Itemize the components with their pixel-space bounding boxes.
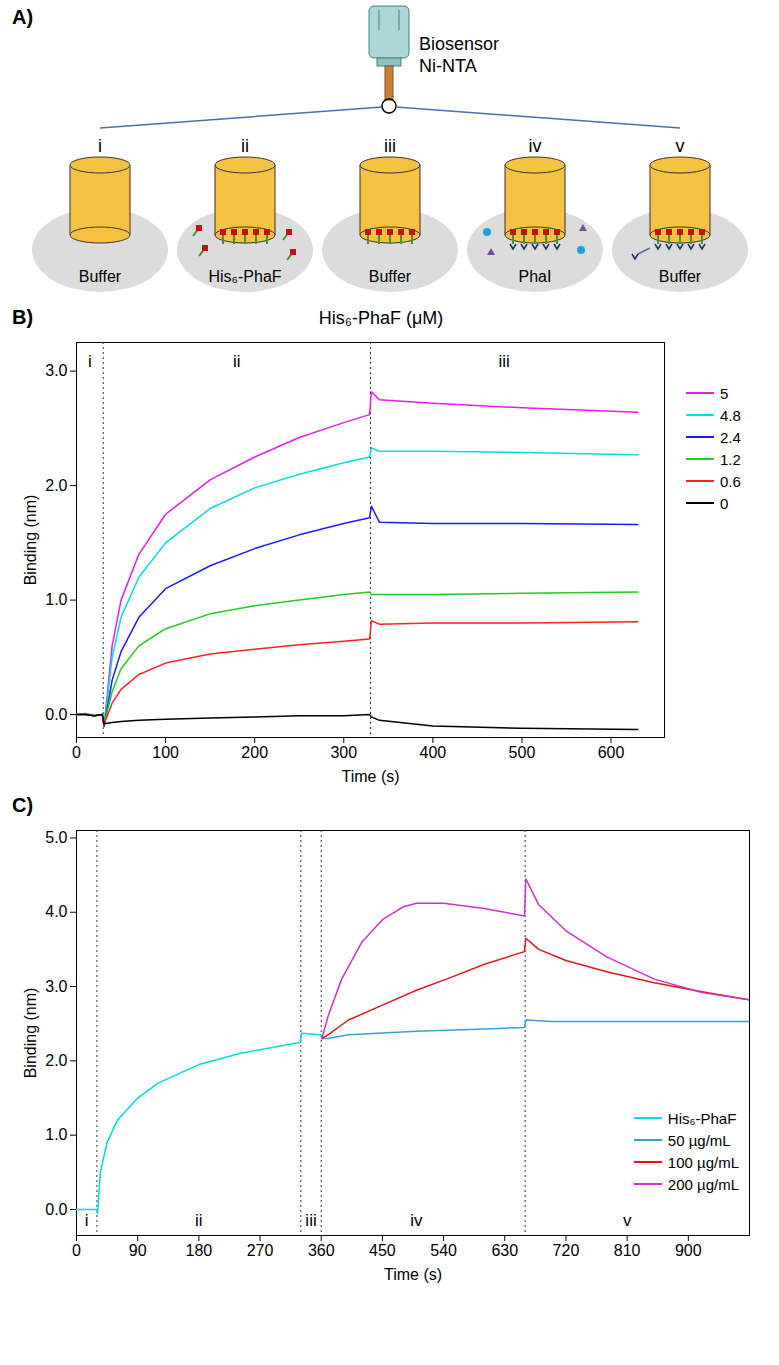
svg-text:PhaI: PhaI xyxy=(519,268,552,285)
svg-text:540: 540 xyxy=(430,1242,457,1259)
svg-text:2.0: 2.0 xyxy=(45,477,67,494)
html-text:His₆-PhaF (μM): His₆-PhaF (μM) xyxy=(318,308,444,328)
svg-text:200: 200 xyxy=(241,744,268,761)
svg-text:His₆-PhaF: His₆-PhaF xyxy=(208,268,281,285)
html-text:0.6: 0.6 xyxy=(720,472,741,490)
svg-text:iv: iv xyxy=(529,136,542,156)
svg-text:i: i xyxy=(85,1211,89,1230)
svg-text:270: 270 xyxy=(247,1242,274,1259)
svg-text:360: 360 xyxy=(308,1242,335,1259)
html-text:B): B) xyxy=(12,306,34,328)
svg-text:A): A) xyxy=(12,6,33,28)
svg-text:iv: iv xyxy=(410,1211,423,1230)
html-text:2.4: 2.4 xyxy=(720,428,741,446)
svg-text:3.0: 3.0 xyxy=(45,362,67,379)
svg-text:ii: ii xyxy=(233,352,241,371)
svg-text:0: 0 xyxy=(72,1242,81,1259)
svg-text:0: 0 xyxy=(72,744,81,761)
svg-text:Buffer: Buffer xyxy=(79,268,122,285)
svg-text:iii: iii xyxy=(384,136,396,156)
svg-text:i: i xyxy=(98,136,102,156)
html-text:1.2: 1.2 xyxy=(720,450,741,468)
html-text:C): C) xyxy=(12,794,34,816)
svg-text:450: 450 xyxy=(369,1242,396,1259)
html-text:200 µg/mL: 200 µg/mL xyxy=(667,1175,739,1193)
svg-text:630: 630 xyxy=(491,1242,518,1259)
svg-text:v: v xyxy=(676,136,685,156)
svg-text:500: 500 xyxy=(509,744,536,761)
html-text:0: 0 xyxy=(720,494,729,512)
svg-text:720: 720 xyxy=(553,1242,580,1259)
svg-text:810: 810 xyxy=(614,1242,641,1259)
svg-text:iii: iii xyxy=(498,352,509,371)
svg-text:400: 400 xyxy=(420,744,447,761)
svg-text:Buffer: Buffer xyxy=(659,268,702,285)
svg-text:i: i xyxy=(88,352,92,371)
svg-text:0.0: 0.0 xyxy=(45,706,67,723)
html-text:5: 5 xyxy=(720,384,729,402)
svg-text:90: 90 xyxy=(129,1242,147,1259)
svg-text:iii: iii xyxy=(305,1211,316,1230)
svg-text:900: 900 xyxy=(675,1242,702,1259)
svg-text:Time (s): Time (s) xyxy=(341,768,399,785)
svg-text:1.0: 1.0 xyxy=(45,1126,67,1143)
svg-text:ii: ii xyxy=(241,136,249,156)
svg-text:v: v xyxy=(623,1211,632,1230)
html-text:4.8: 4.8 xyxy=(720,406,741,424)
svg-text:ii: ii xyxy=(195,1211,203,1230)
svg-text:Ni-NTA: Ni-NTA xyxy=(419,56,477,76)
html-text:50 µg/mL: 50 µg/mL xyxy=(667,1131,731,1149)
svg-text:5.0: 5.0 xyxy=(45,829,67,846)
svg-text:600: 600 xyxy=(598,744,625,761)
svg-text:100: 100 xyxy=(152,744,179,761)
svg-text:4.0: 4.0 xyxy=(45,903,67,920)
svg-text:0.0: 0.0 xyxy=(45,1201,67,1218)
svg-text:1.0: 1.0 xyxy=(45,591,67,608)
svg-text:180: 180 xyxy=(186,1242,213,1259)
svg-text:Biosensor: Biosensor xyxy=(419,34,499,54)
html-text:His₆-PhaF: His₆-PhaF xyxy=(667,1109,737,1127)
svg-text:Binding (nm): Binding (nm) xyxy=(22,988,39,1079)
svg-text:Binding (nm): Binding (nm) xyxy=(22,495,39,586)
html-text:100 µg/mL: 100 µg/mL xyxy=(667,1153,739,1171)
svg-text:Buffer: Buffer xyxy=(369,268,412,285)
svg-text:3.0: 3.0 xyxy=(45,978,67,995)
svg-text:2.0: 2.0 xyxy=(45,1052,67,1069)
svg-text:Time (s): Time (s) xyxy=(384,1266,442,1283)
svg-text:300: 300 xyxy=(330,744,357,761)
